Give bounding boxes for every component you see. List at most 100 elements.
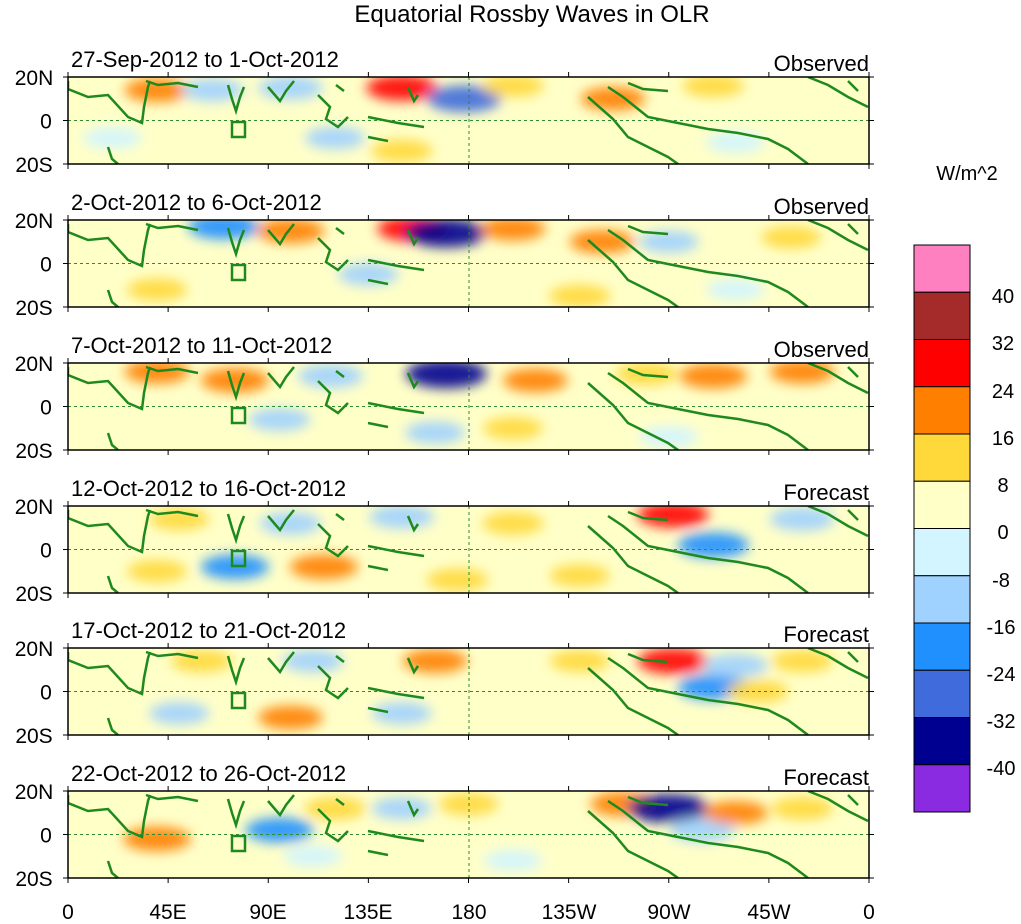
- panel-6: 20N 0 20S 22-Oct-2012 to 26-Oct-2012 Forecas…: [15, 761, 874, 891]
- lon-label-90e: 90E: [249, 901, 286, 924]
- coastline: [607, 371, 809, 450]
- anomaly-blob: [483, 417, 543, 440]
- coastline: [627, 81, 669, 93]
- anomaly-blob: [245, 817, 314, 843]
- coastline: [68, 794, 152, 839]
- anomaly-blob: [259, 511, 322, 535]
- coastline: [335, 370, 345, 378]
- anomaly-blob: [127, 560, 187, 583]
- anomaly-blob: [669, 818, 735, 843]
- coastline: [68, 509, 152, 554]
- lon-label-0-end: 0: [863, 901, 875, 924]
- lon-label-45e: 45E: [149, 901, 186, 924]
- anomaly-blob: [405, 421, 466, 444]
- coastline: [607, 799, 809, 878]
- cbar-label-32: 32: [992, 333, 1014, 355]
- anomaly-blob: [258, 705, 323, 730]
- coastline: [807, 506, 869, 538]
- coastline: [106, 717, 119, 735]
- anomaly-blob: [402, 649, 468, 673]
- anomaly-blob: [304, 796, 366, 820]
- coastline: [367, 849, 389, 857]
- box-outline: [230, 549, 247, 568]
- coastline: [587, 525, 679, 593]
- coastline: [627, 510, 669, 522]
- colorbar-swatch: [913, 669, 971, 718]
- anomaly-blob: [482, 77, 544, 98]
- coastline: [607, 228, 809, 307]
- coastline: [367, 544, 425, 558]
- coastline: [267, 80, 295, 104]
- anomaly-blob: [200, 368, 269, 393]
- panel-date-range: 22-Oct-2012 to 26-Oct-2012: [71, 761, 346, 786]
- coastline: [226, 227, 246, 259]
- colorbar-swatch: [913, 717, 971, 766]
- colorbar-swatch: [913, 622, 971, 671]
- anomaly-blob: [761, 226, 822, 249]
- coastline: [145, 79, 199, 89]
- anomaly-blob: [639, 425, 698, 448]
- cbar-label-neg32: -32: [987, 711, 1016, 733]
- cbar-label-neg24: -24: [987, 664, 1016, 686]
- anomaly-blob: [706, 278, 765, 301]
- anomaly-blob: [405, 220, 487, 248]
- anomaly-blob: [549, 649, 610, 673]
- coastline: [367, 278, 389, 286]
- coastline: [317, 237, 349, 272]
- panel-date-range: 17-Oct-2012 to 21-Oct-2012: [71, 618, 346, 643]
- anomaly-blob: [771, 649, 834, 673]
- cbar-label-0: 0: [997, 522, 1008, 544]
- anomaly-blob: [123, 826, 191, 852]
- coastline: [317, 523, 349, 558]
- box-outline: [230, 406, 247, 425]
- coastline: [145, 365, 199, 375]
- anomaly-blob: [371, 797, 432, 820]
- lat-label: 0: [40, 540, 52, 563]
- cbar-label-neg8: -8: [992, 570, 1010, 592]
- anomaly-field: [127, 220, 822, 307]
- colorbar-swatch: [913, 386, 971, 435]
- colorbar-swatch: [913, 291, 971, 340]
- coastline: [267, 366, 295, 390]
- anomaly-blob: [124, 78, 190, 102]
- coastline: [267, 509, 295, 533]
- anomaly-field: [124, 363, 835, 448]
- anomaly-field: [123, 791, 834, 872]
- coastline: [226, 370, 246, 402]
- coastline: [317, 94, 349, 129]
- longitude-axis: 0 45E 90E 135E 180 135W 90W 45W 0: [62, 901, 875, 924]
- coastline: [607, 656, 809, 735]
- colorbar-swatch: [913, 433, 971, 482]
- coastline: [68, 366, 152, 411]
- coastline: [68, 223, 152, 268]
- colorbar-swatch: [913, 528, 971, 577]
- coastline: [587, 382, 679, 450]
- colorbar-unit: W/m^2: [936, 163, 998, 185]
- coastlines: [68, 506, 869, 593]
- coastline: [367, 421, 389, 429]
- coastline: [335, 798, 345, 806]
- coastline: [807, 220, 869, 252]
- anomaly-blob: [127, 278, 187, 301]
- coastline: [587, 239, 679, 307]
- coastline: [367, 401, 425, 415]
- lat-label: 0: [40, 397, 52, 420]
- colorbar-swatch: [913, 575, 971, 624]
- coastline: [406, 229, 420, 247]
- anomaly-blob: [703, 800, 768, 825]
- coastline: [267, 651, 295, 675]
- coastline: [317, 665, 349, 700]
- coastline: [145, 650, 199, 660]
- colorbar: W/m^2 40 32 24 16 8 0 -8 -16 -24 -32 -40: [913, 163, 1016, 813]
- lat-label: 20S: [15, 154, 52, 177]
- coastline: [406, 800, 420, 818]
- box-outline: [230, 834, 247, 853]
- lon-label-180: 180: [451, 901, 486, 924]
- coastline: [406, 372, 420, 390]
- panel-kind: Forecast: [783, 765, 869, 790]
- coastline: [335, 227, 345, 235]
- anomaly-blob: [480, 220, 546, 241]
- coastline: [68, 80, 152, 125]
- coastlines: [68, 220, 869, 307]
- lon-label-135e: 135E: [343, 901, 392, 924]
